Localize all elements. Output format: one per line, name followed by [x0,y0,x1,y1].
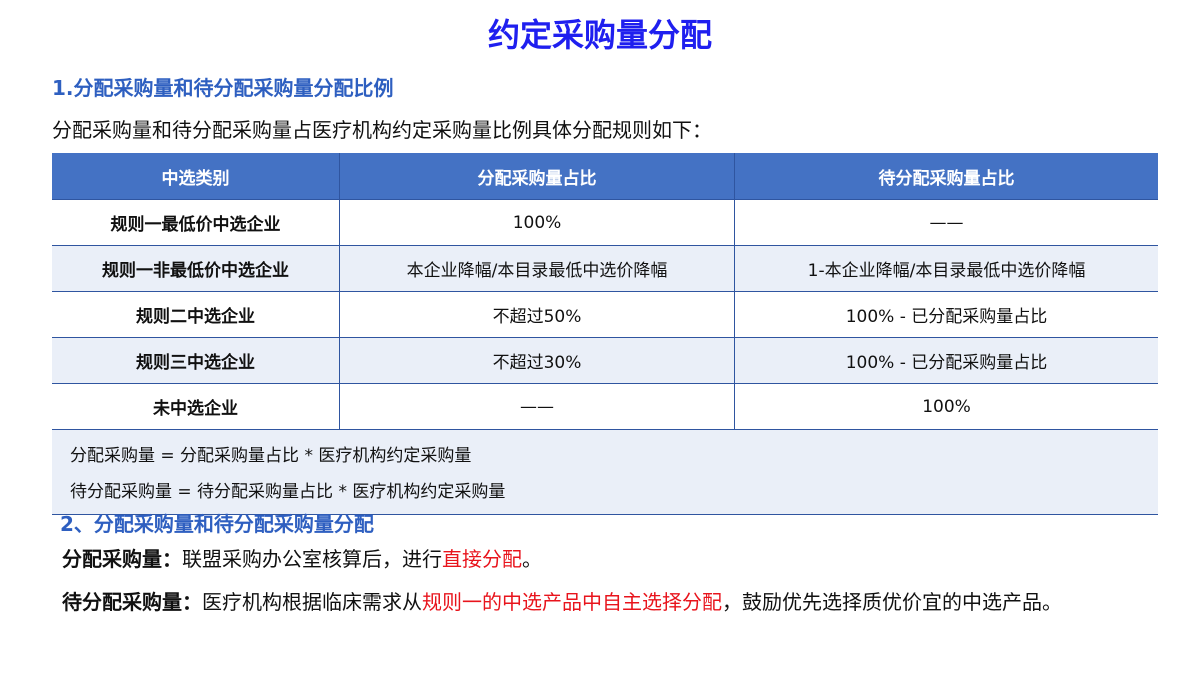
table-notes-row: 分配采购量 = 分配采购量占比 * 医疗机构约定采购量 待分配采购量 = 待分配… [52,429,1158,515]
label: 分配采购量： [62,547,182,571]
highlight-text: 规则一的中选产品中自主选择分配 [422,590,722,614]
formula-pending: 待分配采购量 = 待分配采购量占比 * 医疗机构约定采购量 [70,482,506,502]
cell-category: 未中选企业 [52,383,340,430]
cell-allocated: 不超过50% [339,291,735,338]
table-row: 规则一最低价中选企业 100% —— [52,199,1158,246]
header-pending-ratio: 待分配采购量占比 [734,153,1158,200]
table-header-row: 中选类别 分配采购量占比 待分配采购量占比 [52,153,1158,200]
paragraph-pending: 待分配采购量：医疗机构根据临床需求从规则一的中选产品中自主选择分配，鼓励优先选择… [62,581,1152,623]
table-row: 未中选企业 —— 100% [52,383,1158,430]
cell-pending: 100% - 已分配采购量占比 [734,291,1158,338]
section-2-heading: 2、分配采购量和待分配采购量分配 [60,512,374,536]
formula-allocated: 分配采购量 = 分配采购量占比 * 医疗机构约定采购量 [70,446,472,466]
cell-category: 规则二中选企业 [52,291,340,338]
cell-pending: 1-本企业降幅/本目录最低中选价降幅 [734,245,1158,292]
table-row: 规则三中选企业 不超过30% 100% - 已分配采购量占比 [52,337,1158,384]
notes-cell: 分配采购量 = 分配采购量占比 * 医疗机构约定采购量 待分配采购量 = 待分配… [52,429,1158,515]
highlight-text: 直接分配 [442,547,522,571]
cell-pending: —— [734,199,1158,246]
paragraph-allocated: 分配采购量：联盟采购办公室核算后，进行直接分配。 [62,538,1152,580]
cell-allocated: 不超过30% [339,337,735,384]
cell-pending: 100% - 已分配采购量占比 [734,337,1158,384]
text: 联盟采购办公室核算后，进行 [182,547,442,571]
section-1-heading: 1.分配采购量和待分配采购量分配比例 [52,76,394,100]
table-row: 规则一非最低价中选企业 本企业降幅/本目录最低中选价降幅 1-本企业降幅/本目录最低… [52,245,1158,292]
label: 待分配采购量： [62,590,202,614]
text: ，鼓励优先选择质优价宜的中选产品。 [722,590,1062,614]
table-row: 规则二中选企业 不超过50% 100% - 已分配采购量占比 [52,291,1158,338]
allocation-table: 中选类别 分配采购量占比 待分配采购量占比 规则一最低价中选企业 100% —— 规… [52,153,1158,515]
cell-category: 规则三中选企业 [52,337,340,384]
text: 医疗机构根据临床需求从 [202,590,422,614]
header-allocated-ratio: 分配采购量占比 [339,153,735,200]
cell-allocated: 100% [339,199,735,246]
cell-category: 规则一非最低价中选企业 [52,245,340,292]
cell-category: 规则一最低价中选企业 [52,199,340,246]
page-title: 约定采购量分配 [487,16,712,54]
cell-pending: 100% [734,383,1158,430]
cell-allocated: —— [339,383,735,430]
section-1-intro: 分配采购量和待分配采购量占医疗机构约定采购量比例具体分配规则如下： [52,118,712,142]
cell-allocated: 本企业降幅/本目录最低中选价降幅 [339,245,735,292]
header-category: 中选类别 [52,153,340,200]
text: 。 [522,547,542,571]
